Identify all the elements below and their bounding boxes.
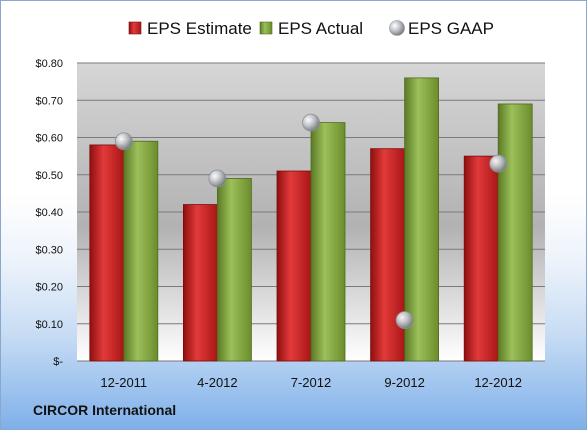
legend-label: EPS Estimate [147,19,252,38]
gaap-markers [114,113,508,329]
marker-eps-gaap [302,113,320,132]
marker-eps-gaap [114,132,133,151]
bar-eps-actual [123,140,159,362]
bar-eps-estimate [89,144,125,362]
y-tick-label: $0.40 [35,207,63,219]
legend-swatch-actual [259,21,273,35]
marker-eps-gaap [489,154,508,173]
x-axis-ticks: 12-2011 4-2012 7-2012 9-2012 12-2012 [100,375,522,390]
y-tick-label: $0.10 [35,319,63,331]
legend-label: EPS Actual [278,19,363,38]
marker-eps-gaap [208,169,227,188]
y-tick-label: $0.30 [35,244,63,256]
bar-eps-estimate [276,170,312,362]
marker-eps-gaap [395,311,414,329]
x-tick-label: 9-2012 [384,375,424,390]
bar-eps-actual [216,178,252,362]
x-tick-label: 12-2011 [100,375,147,390]
y-axis-ticks: $- $0.10 $0.20 $0.30 $0.40 $0.50 $0.60 $0.70 $0.… [35,58,63,368]
y-tick-label: $0.50 [35,170,63,182]
company-label: CIRCOR International [33,402,177,418]
bar-eps-actual [497,103,533,362]
y-tick-label: $- [53,356,63,368]
y-tick-label: $0.20 [35,282,63,294]
x-tick-label: 4-2012 [197,375,237,390]
y-tick-label: $0.70 [35,95,63,107]
bar-eps-estimate [182,204,218,362]
bar-eps-actual [310,122,346,362]
x-tick-label: 12-2012 [474,375,522,390]
bar-eps-estimate [370,148,406,362]
legend: EPS Estimate EPS Actual EPS GAAP [128,19,494,38]
y-tick-label: $0.80 [35,58,63,70]
legend-swatch-gaap [389,20,405,36]
bar-eps-estimate [463,155,499,362]
x-tick-label: 7-2012 [291,375,331,390]
legend-label: EPS GAAP [408,19,494,38]
y-tick-label: $0.60 [35,133,63,145]
legend-swatch-estimate [128,21,142,35]
